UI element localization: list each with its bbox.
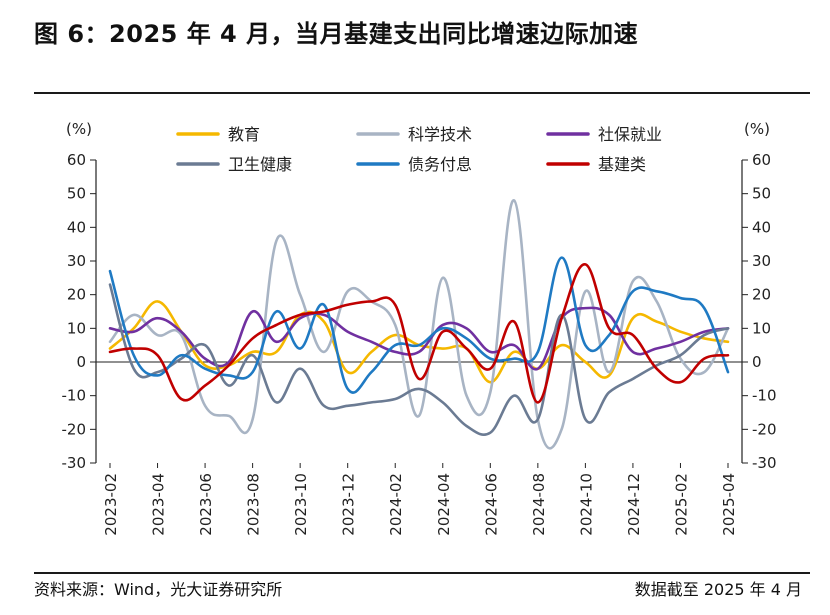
series-line-infrastructure (108, 263, 730, 404)
x-tick-label: 2025-02 (672, 473, 690, 536)
x-tick-label: 2024-04 (435, 473, 453, 536)
x-tick-label: 2023-02 (102, 473, 120, 536)
x-tick-label: 2023-10 (292, 473, 310, 536)
series-line-education (108, 300, 730, 384)
left-tick-label: 20 (67, 286, 86, 304)
x-tick-label: 2023-06 (197, 473, 215, 536)
left-tick-label: 50 (67, 185, 86, 203)
left-tick-label: -10 (62, 387, 87, 405)
right-tick-label: 10 (752, 319, 771, 337)
left-tick-label: -20 (62, 420, 87, 438)
right-tick-label: -30 (752, 454, 777, 472)
bottom-rule (34, 572, 810, 574)
right-tick-label: 0 (752, 353, 762, 371)
series-line-science-tech (108, 199, 730, 450)
x-tick-label: 2023-08 (245, 473, 263, 536)
top-rule (34, 92, 810, 94)
series-line-social-security (108, 306, 730, 371)
left-unit-label: (%) (66, 120, 92, 138)
series-line-health (108, 283, 730, 437)
x-tick-label: 2024-08 (530, 473, 548, 536)
right-tick-label: 20 (752, 286, 771, 304)
series-line-debt-interest (108, 256, 730, 394)
source-note: 资料来源：Wind，光大证券研究所 (34, 580, 283, 599)
left-tick-label: 10 (67, 319, 86, 337)
right-tick-label: -10 (752, 387, 777, 405)
left-tick-label: -30 (62, 454, 87, 472)
right-tick-label: 30 (752, 252, 771, 270)
legend-label: 卫生健康 (228, 155, 292, 174)
right-tick-label: 60 (752, 151, 771, 169)
legend-label: 社保就业 (598, 125, 662, 144)
series-lines (108, 199, 730, 450)
chart-title: 图 6：2025 年 4 月，当月基建支出同比增速边际加速 (34, 20, 639, 48)
x-tick-label: 2024-10 (577, 473, 595, 536)
right-tick-label: -20 (752, 420, 777, 438)
data-cutoff-note: 数据截至 2025 年 4 月 (634, 580, 802, 599)
right-unit-label: (%) (744, 120, 770, 138)
x-tick-label: 2024-06 (482, 473, 500, 536)
legend-label: 教育 (228, 125, 260, 144)
x-tick-label: 2023-12 (340, 473, 358, 536)
right-tick-label: 50 (752, 185, 771, 203)
legend-label: 科学技术 (408, 125, 472, 144)
legend-label: 债务付息 (408, 155, 472, 174)
left-tick-label: 40 (67, 218, 86, 236)
x-tick-label: 2023-04 (150, 473, 168, 536)
left-tick-label: 30 (67, 252, 86, 270)
axes: -30 -30 -20 -20 -10 -10 0 0 10 10 20 20 30 30 40 40 50 50… (62, 120, 777, 536)
legend-label: 基建类 (598, 155, 646, 174)
right-tick-label: 40 (752, 218, 771, 236)
x-tick-label: 2024-12 (625, 473, 643, 536)
x-tick-label: 2025-04 (720, 473, 738, 536)
x-tick-label: 2024-02 (387, 473, 405, 536)
left-tick-label: 60 (67, 151, 86, 169)
left-tick-label: 0 (76, 353, 86, 371)
